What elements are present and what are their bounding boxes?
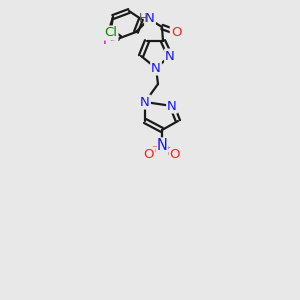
Text: O: O — [144, 148, 154, 161]
Text: N: N — [145, 13, 155, 26]
Text: ⁻: ⁻ — [151, 144, 157, 154]
Text: N: N — [140, 95, 150, 109]
Text: N: N — [157, 139, 167, 154]
Text: N: N — [165, 50, 175, 62]
Text: N: N — [167, 100, 177, 112]
Text: F: F — [102, 34, 110, 46]
Text: O: O — [171, 26, 181, 38]
Text: N: N — [151, 61, 161, 74]
Text: O: O — [170, 148, 180, 161]
Text: H: H — [139, 13, 147, 26]
Text: Cl: Cl — [104, 26, 118, 40]
